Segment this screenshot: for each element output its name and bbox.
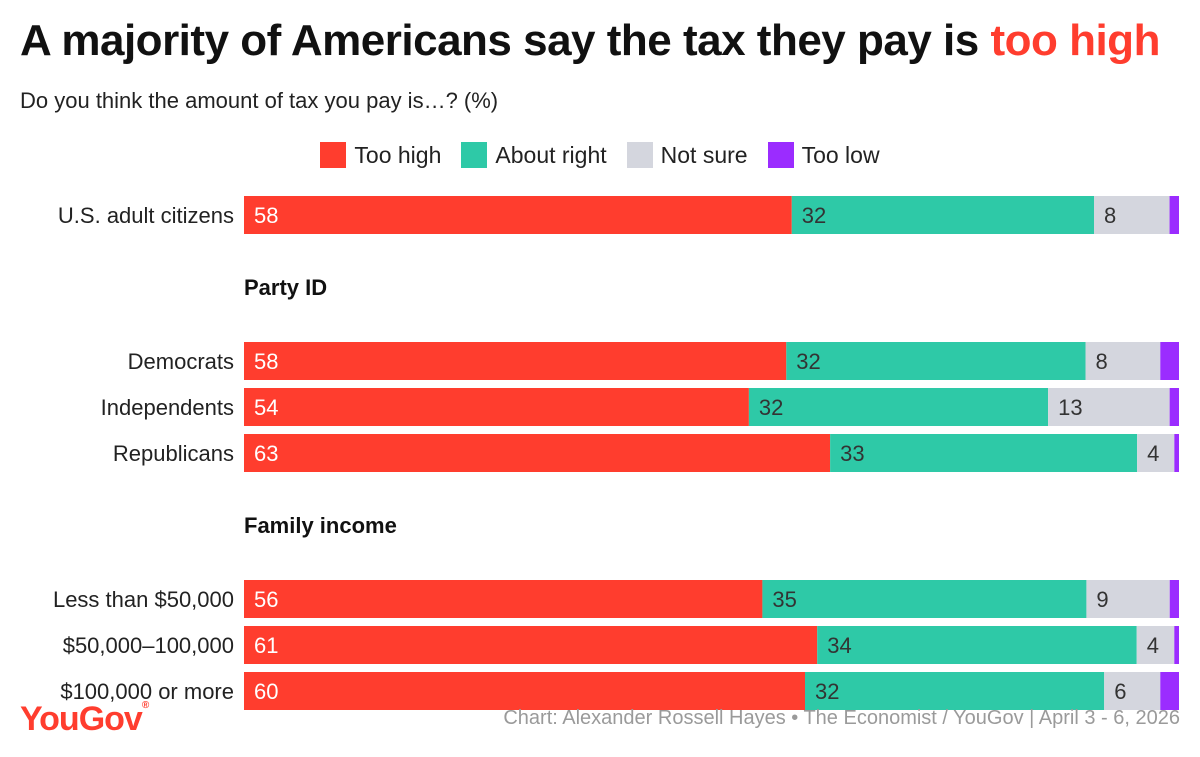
bar-republicans-too-low bbox=[1174, 434, 1179, 472]
legend-item-about-right: About right bbox=[461, 141, 607, 169]
bar-100-000-or-more-not-sure bbox=[1104, 672, 1161, 710]
bar-50-000-100-000-about-right bbox=[817, 626, 1137, 664]
legend-item-not-sure: Not sure bbox=[626, 141, 748, 169]
group-header-party-id: Party ID bbox=[244, 275, 327, 300]
bar-u-s-adult-citizens-about-right bbox=[791, 196, 1094, 234]
data-label-less-than-50-000-about-right: 35 bbox=[772, 587, 796, 612]
data-label-democrats-not-sure: 8 bbox=[1096, 349, 1108, 374]
data-label-independents-too-high: 54 bbox=[254, 395, 278, 420]
chart-legend: Too high About right Not sure Too low bbox=[0, 140, 1200, 170]
data-label-independents-about-right: 32 bbox=[759, 395, 783, 420]
bar-democrats-too-low bbox=[1160, 342, 1179, 380]
bar-independents-too-low bbox=[1169, 388, 1179, 426]
chart-subtitle: Do you think the amount of tax you pay i… bbox=[20, 88, 499, 113]
legend-swatch-too-high bbox=[320, 142, 347, 168]
row-label-50-000-100-000: $50,000–100,000 bbox=[63, 633, 234, 658]
bar-democrats-about-right bbox=[786, 342, 1086, 380]
yougov-logo: YouGov® bbox=[20, 700, 149, 738]
data-label-100-000-or-more-too-high: 60 bbox=[254, 679, 278, 704]
bar-democrats-not-sure bbox=[1085, 342, 1161, 380]
bar-100-000-or-more-too-low bbox=[1160, 672, 1179, 710]
data-label-independents-not-sure: 13 bbox=[1058, 395, 1082, 420]
data-label-republicans-not-sure: 4 bbox=[1147, 441, 1159, 466]
bar-50-000-100-000-too-high bbox=[244, 626, 818, 664]
bar-independents-too-high bbox=[244, 388, 749, 426]
legend-label-about-right: About right bbox=[495, 141, 607, 168]
data-label-republicans-too-high: 63 bbox=[254, 441, 278, 466]
bar-republicans-not-sure bbox=[1137, 434, 1175, 472]
data-label-democrats-too-high: 58 bbox=[254, 349, 278, 374]
legend-label-not-sure: Not sure bbox=[660, 141, 748, 168]
data-label-less-than-50-000-too-high: 56 bbox=[254, 587, 278, 612]
data-label-u-s-adult-citizens-too-high: 58 bbox=[254, 203, 278, 228]
data-label-50-000-100-000-too-high: 61 bbox=[254, 633, 278, 658]
bar-less-than-50-000-about-right bbox=[762, 580, 1087, 618]
bar-u-s-adult-citizens-too-low bbox=[1169, 196, 1179, 234]
legend-swatch-not-sure bbox=[626, 142, 653, 168]
legend-swatch-too-low bbox=[767, 142, 794, 168]
bar-u-s-adult-citizens-not-sure bbox=[1094, 196, 1170, 234]
row-label-independents: Independents bbox=[101, 395, 234, 420]
legend-item-too-low: Too low bbox=[767, 141, 880, 169]
data-label-u-s-adult-citizens-about-right: 32 bbox=[802, 203, 826, 228]
bar-republicans-too-high bbox=[244, 434, 831, 472]
chart-title: A majority of Americans say the tax they… bbox=[20, 16, 1160, 66]
legend-swatch-about-right bbox=[461, 142, 488, 168]
bar-50-000-100-000-too-low bbox=[1174, 626, 1179, 664]
chart-title-highlight: too high bbox=[990, 16, 1160, 65]
bar-100-000-or-more-about-right bbox=[805, 672, 1105, 710]
chart-credit: Chart: Alexander Rossell Hayes • The Eco… bbox=[503, 707, 1180, 729]
bar-democrats-too-high bbox=[244, 342, 787, 380]
legend-label-too-low: Too low bbox=[801, 141, 880, 168]
bar-less-than-50-000-not-sure bbox=[1086, 580, 1170, 618]
row-label-democrats: Democrats bbox=[128, 349, 234, 374]
chart-title-main: A majority of Americans say the tax they… bbox=[20, 16, 991, 65]
legend-item-too-high: Too high bbox=[320, 142, 441, 169]
data-label-democrats-about-right: 32 bbox=[796, 349, 820, 374]
data-label-50-000-100-000-not-sure: 4 bbox=[1147, 633, 1159, 658]
legend-label-too-high: Too high bbox=[354, 141, 442, 168]
bar-50-000-100-000-not-sure bbox=[1136, 626, 1175, 664]
row-label-less-than-50-000: Less than $50,000 bbox=[53, 587, 234, 612]
row-label-100-000-or-more: $100,000 or more bbox=[60, 679, 234, 704]
bar-republicans-about-right bbox=[830, 434, 1138, 472]
bar-less-than-50-000-too-high bbox=[244, 580, 763, 618]
data-label-u-s-adult-citizens-not-sure: 8 bbox=[1104, 203, 1116, 228]
data-label-50-000-100-000-about-right: 34 bbox=[827, 633, 851, 658]
bar-independents-about-right bbox=[748, 388, 1049, 426]
bar-less-than-50-000-too-low bbox=[1169, 580, 1179, 618]
data-label-100-000-or-more-about-right: 32 bbox=[815, 679, 839, 704]
row-label-republicans: Republicans bbox=[113, 441, 234, 466]
bar-u-s-adult-citizens-too-high bbox=[244, 196, 792, 234]
yougov-logo-text: YouGov bbox=[20, 700, 143, 738]
data-label-100-000-or-more-not-sure: 6 bbox=[1114, 679, 1126, 704]
bar-100-000-or-more-too-high bbox=[244, 672, 805, 710]
row-label-u-s-adult-citizens: U.S. adult citizens bbox=[58, 203, 234, 228]
data-label-republicans-about-right: 33 bbox=[840, 441, 864, 466]
data-label-less-than-50-000-not-sure: 9 bbox=[1096, 587, 1108, 612]
group-header-family-income: Family income bbox=[244, 513, 397, 538]
bar-independents-not-sure bbox=[1048, 388, 1170, 426]
